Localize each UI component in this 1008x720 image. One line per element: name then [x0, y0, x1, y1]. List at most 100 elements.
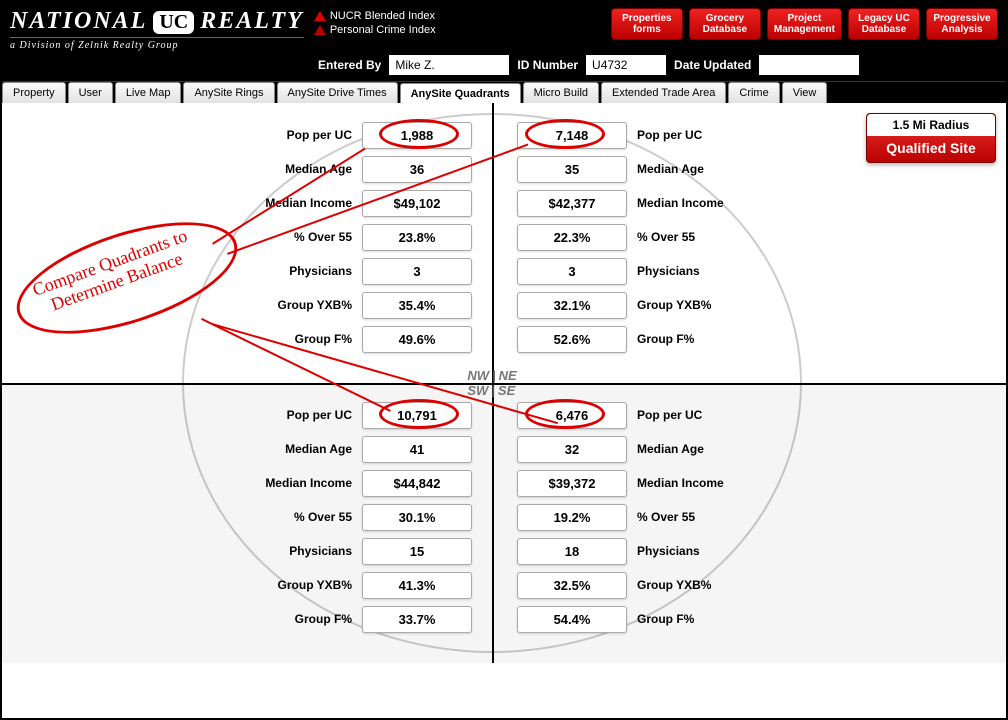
metric-value: 7,148: [517, 122, 627, 149]
triangle-up-icon: [314, 25, 326, 35]
tab-anysite-rings[interactable]: AnySite Rings: [183, 82, 274, 103]
grocery-database-button[interactable]: GroceryDatabase: [689, 8, 761, 40]
tab-user[interactable]: User: [68, 82, 113, 103]
metric-label: % Over 55: [637, 230, 787, 244]
metric-value: 19.2%: [517, 504, 627, 531]
metric-value: 22.3%: [517, 224, 627, 251]
tab-micro-build[interactable]: Micro Build: [523, 82, 599, 103]
qualified-site-badge: 1.5 Mi Radius Qualified Site: [866, 113, 996, 163]
tab-bar: PropertyUserLive MapAnySite RingsAnySite…: [2, 81, 1006, 103]
metric-row: 3Physicians: [507, 254, 977, 288]
logo-text-right: REALTY: [200, 8, 304, 35]
tab-anysite-drive-times[interactable]: AnySite Drive Times: [277, 82, 398, 103]
tab-crime[interactable]: Crime: [728, 82, 779, 103]
metric-value: 10,791: [362, 402, 472, 429]
progressive-analysis-button[interactable]: ProgressiveAnalysis: [926, 8, 998, 40]
metric-value: 3: [517, 258, 627, 285]
tab-property[interactable]: Property: [2, 82, 66, 103]
metric-label: Median Income: [202, 476, 352, 490]
metric-value: 3: [362, 258, 472, 285]
metric-label: Median Income: [202, 196, 352, 210]
metric-label: Median Age: [637, 162, 787, 176]
metric-value: 6,476: [517, 402, 627, 429]
quadrant-canvas: NW|NE SW|SE Pop per UC1,988Median Age36M…: [2, 103, 1006, 663]
project-management-button[interactable]: ProjectManagement: [767, 8, 842, 40]
metric-row: 22.3% % Over 55: [507, 220, 977, 254]
personal-index-label: Personal Crime Index: [330, 24, 436, 36]
metric-value: $39,372: [517, 470, 627, 497]
metric-value: 30.1%: [362, 504, 472, 531]
metric-label: Group YXB%: [202, 298, 352, 312]
entered-by-input[interactable]: [389, 55, 509, 75]
metric-value: 41.3%: [362, 572, 472, 599]
metric-value: $49,102: [362, 190, 472, 217]
metric-label: Pop per UC: [637, 128, 787, 142]
triangle-up-icon: [314, 11, 326, 21]
metric-value: 49.6%: [362, 326, 472, 353]
logo-text-left: NATIONAL: [10, 8, 147, 35]
metric-label: Group YXB%: [637, 578, 787, 592]
metric-value: 32.5%: [517, 572, 627, 599]
metric-label: Group F%: [202, 612, 352, 626]
metric-value: $44,842: [362, 470, 472, 497]
date-updated-label: Date Updated: [674, 58, 751, 72]
metric-row: 6,476 Pop per UC: [507, 398, 977, 432]
app-window: NATIONAL UC REALTY a Division of Zelnik …: [0, 0, 1008, 720]
metric-row: 54.4% Group F%: [507, 602, 977, 636]
metric-row: Pop per UC10,791: [12, 398, 482, 432]
qualified-text: Qualified Site: [867, 140, 995, 156]
metric-row: 32.5% Group YXB%: [507, 568, 977, 602]
metric-value: 54.4%: [517, 606, 627, 633]
logo-uc-badge: UC: [153, 11, 194, 34]
metric-row: Median Age36: [12, 152, 482, 186]
metric-row: Group F%33.7%: [12, 602, 482, 636]
legacy-uc-database-button[interactable]: Legacy UCDatabase: [848, 8, 920, 40]
quadrant-sw: Pop per UC10,791 Median Age 41 Median Incom…: [12, 398, 482, 636]
metric-value: 52.6%: [517, 326, 627, 353]
logo-subtitle: a Division of Zelnik Realty Group: [10, 37, 304, 51]
index-column: NUCR Blended Index Personal Crime Index: [314, 8, 436, 36]
metric-row: Median Income $49,102: [12, 186, 482, 220]
metric-label: Group YXB%: [202, 578, 352, 592]
personal-index-row: Personal Crime Index: [314, 24, 436, 36]
properties-forms-button[interactable]: Propertiesforms: [611, 8, 683, 40]
radius-label: 1.5 Mi Radius: [867, 114, 995, 136]
metric-row: 19.2%% Over 55: [507, 500, 977, 534]
header-row-fields: Entered By ID Number Date Updated: [10, 51, 998, 81]
metric-label: Group YXB%: [637, 298, 787, 312]
tab-live-map[interactable]: Live Map: [115, 82, 182, 103]
metric-label: Pop per UC: [637, 408, 787, 422]
metric-value: 32.1%: [517, 292, 627, 319]
tab-view[interactable]: View: [782, 82, 828, 103]
metric-row: $39,372Median Income: [507, 466, 977, 500]
metric-row: 32Median Age: [507, 432, 977, 466]
quadrant-se: 6,476Pop per UC32Median Age$39,372Median…: [507, 398, 977, 636]
metric-value: 36: [362, 156, 472, 183]
header-bar: NATIONAL UC REALTY a Division of Zelnik …: [2, 2, 1006, 81]
metric-row: Physicians15: [12, 534, 482, 568]
metric-value: 41: [362, 436, 472, 463]
blended-index-row: NUCR Blended Index: [314, 10, 436, 22]
crosshair-horizontal: [2, 383, 1006, 385]
header-row-top: NATIONAL UC REALTY a Division of Zelnik …: [10, 8, 998, 51]
logo-block: NATIONAL UC REALTY a Division of Zelnik …: [10, 8, 304, 51]
metric-label: Physicians: [637, 544, 787, 558]
logo: NATIONAL UC REALTY: [10, 8, 304, 35]
metric-label: Group F%: [637, 612, 787, 626]
tab-anysite-quadrants[interactable]: AnySite Quadrants: [400, 83, 521, 104]
metric-value: 15: [362, 538, 472, 565]
metric-row: Pop per UC1,988: [12, 118, 482, 152]
metric-row: 52.6%Group F%: [507, 322, 977, 356]
id-number-input[interactable]: [586, 55, 666, 75]
metric-label: Median Age: [202, 442, 352, 456]
metric-value: 35: [517, 156, 627, 183]
metric-label: Group F%: [202, 332, 352, 346]
metric-row: Group YXB% 41.3%: [12, 568, 482, 602]
metric-value: $42,377: [517, 190, 627, 217]
metric-row: 18Physicians: [507, 534, 977, 568]
metric-row: Median Income $44,842: [12, 466, 482, 500]
date-updated-input[interactable]: [759, 55, 859, 75]
metric-label: Median Age: [637, 442, 787, 456]
metric-label: % Over 55: [202, 510, 352, 524]
tab-extended-trade-area[interactable]: Extended Trade Area: [601, 82, 726, 103]
